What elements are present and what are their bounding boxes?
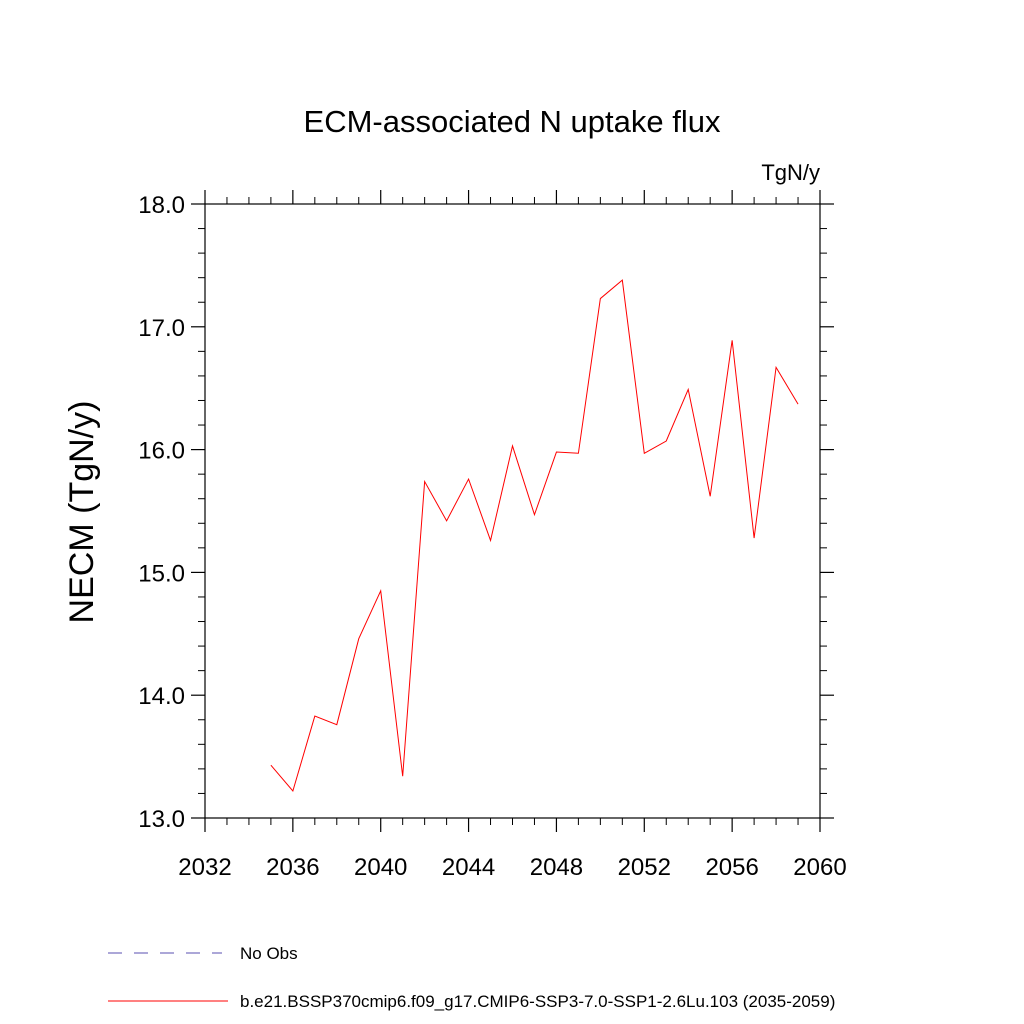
x-tick-label: 2060: [793, 854, 846, 881]
y-tick-label: 15.0: [138, 560, 185, 587]
y-tick-label: 13.0: [138, 806, 185, 833]
x-tick-label: 2032: [178, 854, 231, 881]
x-tick-label: 2036: [266, 854, 319, 881]
plot-frame: [204, 203, 821, 819]
y-axis-title: NECM (TgN/y): [63, 401, 101, 624]
series-group: [270, 279, 799, 793]
x-tick-label: 2040: [354, 854, 407, 881]
y-tick-label: 16.0: [138, 438, 185, 465]
axis-tick-labels: 2032 2036 2040 2044 2048 2052 2056 2060 13.0 14.0…: [138, 192, 846, 881]
series-line: [270, 279, 799, 793]
y-tick-label: 18.0: [138, 192, 185, 219]
chart-title: ECM-associated N uptake flux: [304, 104, 721, 139]
x-tick-label: 2048: [530, 854, 583, 881]
x-tick-label: 2052: [618, 854, 671, 881]
legend: No Obs b.e21.BSSP370cmip6.f09_g17.CMIP6-…: [108, 944, 835, 1011]
units-label: TgN/y: [761, 160, 820, 185]
x-tick-label: 2056: [705, 854, 758, 881]
x-tick-label: 2044: [442, 854, 495, 881]
legend-label-run: b.e21.BSSP370cmip6.f09_g17.CMIP6-SSP3-7.…: [240, 992, 835, 1011]
axis-ticks: [191, 190, 834, 832]
legend-label-no-obs: No Obs: [240, 944, 298, 963]
y-tick-label: 14.0: [138, 683, 185, 710]
y-tick-label: 17.0: [138, 315, 185, 342]
